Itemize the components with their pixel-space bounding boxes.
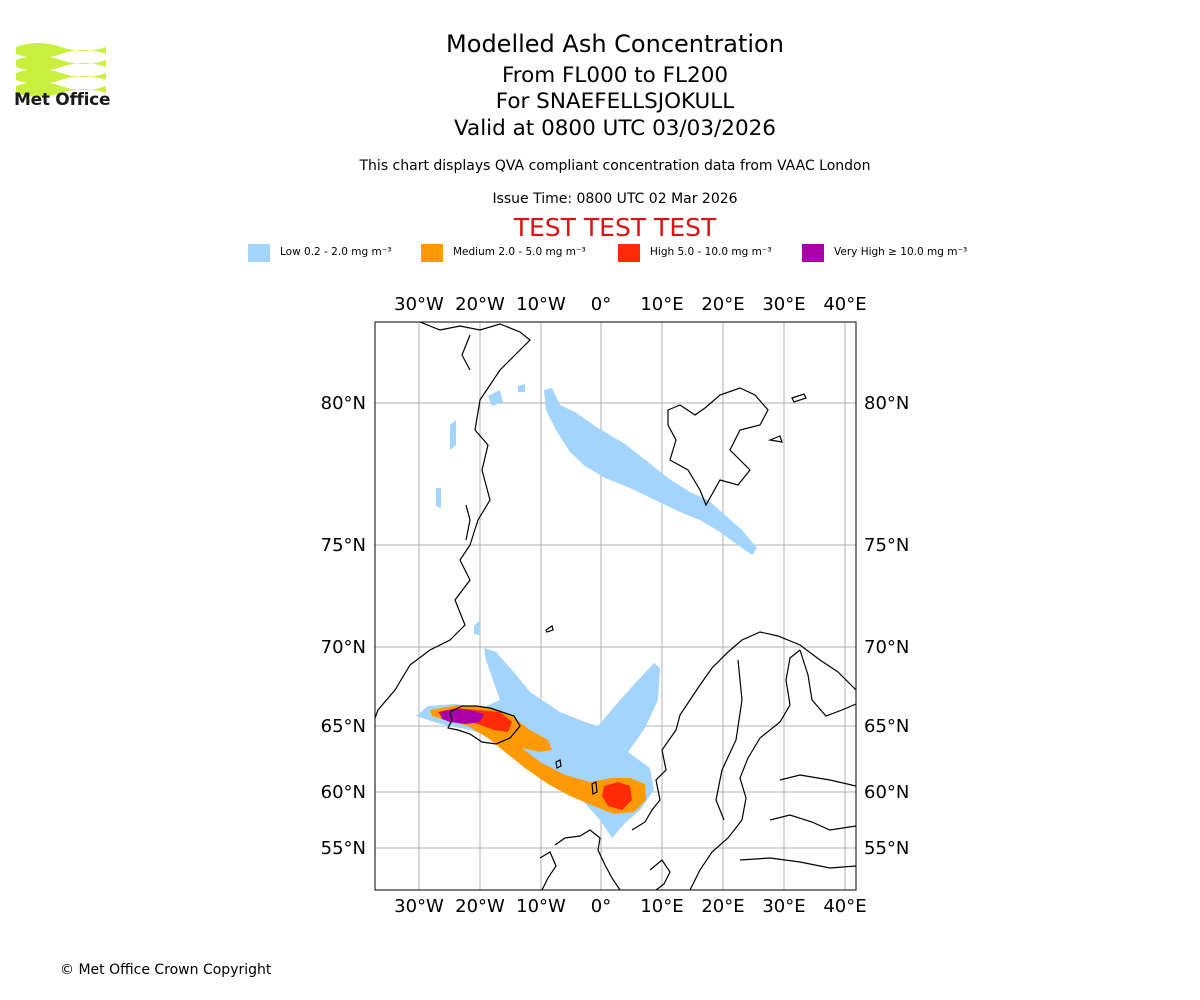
lat-label: 70°N bbox=[864, 637, 909, 658]
lat-labels-right: 80°N 75°N 70°N 65°N 60°N 55°N bbox=[864, 393, 909, 859]
lat-label: 65°N bbox=[321, 716, 366, 737]
lon-label: 20°W bbox=[455, 294, 505, 315]
lon-label: 10°E bbox=[640, 896, 683, 917]
lon-labels-bottom: 30°W 20°W 10°W 0° 10°E 20°E 30°E 40°E bbox=[394, 896, 866, 917]
lat-label: 60°N bbox=[864, 782, 909, 803]
lon-label: 30°E bbox=[762, 294, 805, 315]
lon-label: 20°E bbox=[701, 294, 744, 315]
lat-label: 80°N bbox=[864, 393, 909, 414]
lon-label: 0° bbox=[591, 896, 611, 917]
low-ash-speck bbox=[436, 488, 441, 508]
low-ash-speck bbox=[450, 420, 456, 450]
lon-label: 30°W bbox=[394, 896, 444, 917]
lat-label: 75°N bbox=[321, 535, 366, 556]
legend-swatch-high bbox=[618, 244, 640, 262]
valid-time: Valid at 0800 UTC 03/03/2026 bbox=[453, 116, 776, 141]
map-frame bbox=[374, 321, 857, 891]
low-ash-speck bbox=[518, 384, 525, 392]
lon-label: 20°W bbox=[455, 896, 505, 917]
chart-title: Modelled Ash Concentration bbox=[446, 30, 784, 58]
copyright: © Met Office Crown Copyright bbox=[60, 962, 272, 978]
lat-label: 70°N bbox=[321, 637, 366, 658]
lon-label: 10°W bbox=[516, 896, 566, 917]
lon-label: 40°E bbox=[823, 896, 866, 917]
lat-label: 60°N bbox=[321, 782, 366, 803]
flight-level-range: From FL000 to FL200 bbox=[501, 63, 729, 88]
legend-label-high: High 5.0 - 10.0 mg m⁻³ bbox=[650, 246, 772, 258]
lon-label: 30°E bbox=[762, 896, 805, 917]
legend-swatch-low bbox=[248, 244, 270, 262]
high-ash-area-east bbox=[602, 782, 632, 810]
lat-label: 65°N bbox=[864, 716, 909, 737]
low-ash-speck bbox=[474, 620, 480, 635]
legend-label-very-high: Very High ≥ 10.0 mg m⁻³ bbox=[834, 246, 968, 258]
ash-concentration-areas bbox=[416, 384, 757, 838]
legend-label-medium: Medium 2.0 - 5.0 mg m⁻³ bbox=[453, 246, 586, 258]
lat-label: 75°N bbox=[864, 535, 909, 556]
lon-label: 10°W bbox=[516, 294, 566, 315]
legend-swatch-medium bbox=[421, 244, 443, 262]
lon-label: 10°E bbox=[640, 294, 683, 315]
test-banner: TEST TEST TEST bbox=[513, 213, 717, 242]
lon-label: 0° bbox=[591, 294, 611, 315]
met-office-logo bbox=[16, 43, 106, 97]
coastlines bbox=[375, 322, 856, 890]
issue-time: Issue Time: 0800 UTC 02 Mar 2026 bbox=[492, 191, 738, 207]
lat-labels-left: 80°N 75°N 70°N 65°N 60°N 55°N bbox=[321, 393, 366, 859]
lat-label: 80°N bbox=[321, 393, 366, 414]
very-high-ash-area bbox=[440, 709, 484, 724]
volcano-name: For SNAEFELLSJOKULL bbox=[495, 89, 735, 114]
lon-labels-top: 30°W 20°W 10°W 0° 10°E 20°E 30°E 40°E bbox=[394, 294, 866, 315]
low-ash-area-north bbox=[544, 388, 757, 555]
lon-label: 20°E bbox=[701, 896, 744, 917]
legend-swatch-very-high bbox=[802, 244, 824, 262]
lat-label: 55°N bbox=[864, 838, 909, 859]
chart-description: This chart displays QVA compliant concen… bbox=[359, 158, 871, 174]
lon-label: 40°E bbox=[823, 294, 866, 315]
lat-label: 55°N bbox=[321, 838, 366, 859]
legend-label-low: Low 0.2 - 2.0 mg m⁻³ bbox=[280, 246, 392, 258]
lon-label: 30°W bbox=[394, 294, 444, 315]
logo-text: Met Office bbox=[14, 90, 111, 110]
low-ash-speck bbox=[488, 390, 503, 406]
